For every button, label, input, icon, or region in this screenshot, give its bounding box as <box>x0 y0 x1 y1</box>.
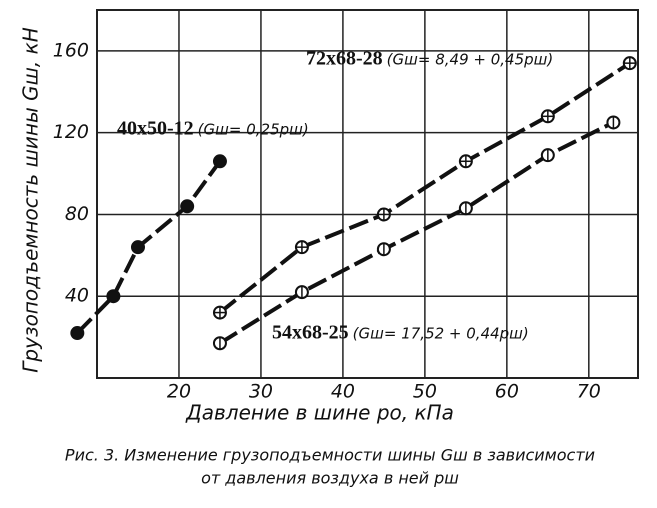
marker <box>106 289 121 304</box>
series-label: 72x68-28 <box>306 48 383 70</box>
series-formula: (Gш= 0,25pш) <box>198 121 309 139</box>
series-line <box>218 120 615 345</box>
y-tick-label: 80 <box>65 203 89 225</box>
series-line <box>218 61 631 315</box>
marker <box>180 199 195 214</box>
marker <box>212 154 227 169</box>
caption: от давления воздуха в ней pш <box>201 469 459 488</box>
x-tick-label: 60 <box>495 381 519 403</box>
y-tick-label: 160 <box>53 39 89 61</box>
x-tick-label: 70 <box>577 381 601 403</box>
x-tick-label: 30 <box>249 381 273 403</box>
x-tick-label: 40 <box>331 381 355 403</box>
caption: Рис. 3. Изменение грузоподъемности шины … <box>65 446 595 465</box>
x-tick-label: 50 <box>413 381 437 403</box>
y-tick-label: 40 <box>65 285 89 307</box>
marker <box>130 240 145 255</box>
marker <box>70 326 85 341</box>
y-axis-title: Грузоподъемность шины Gш, кН <box>19 27 43 372</box>
x-axis-title: Давление в шине pо, кПа <box>185 401 454 425</box>
series-formula: (Gш= 17,52 + 0,44pш) <box>353 325 529 343</box>
series-label: 40x50-12 <box>117 118 194 140</box>
x-tick-label: 20 <box>167 381 191 403</box>
series-line <box>75 160 222 335</box>
series-label: 54x68-25 <box>272 322 349 344</box>
series-formula: (Gш= 8,49 + 0,45pш) <box>387 51 554 69</box>
plot-frame <box>96 9 639 379</box>
y-tick-label: 120 <box>53 121 89 143</box>
